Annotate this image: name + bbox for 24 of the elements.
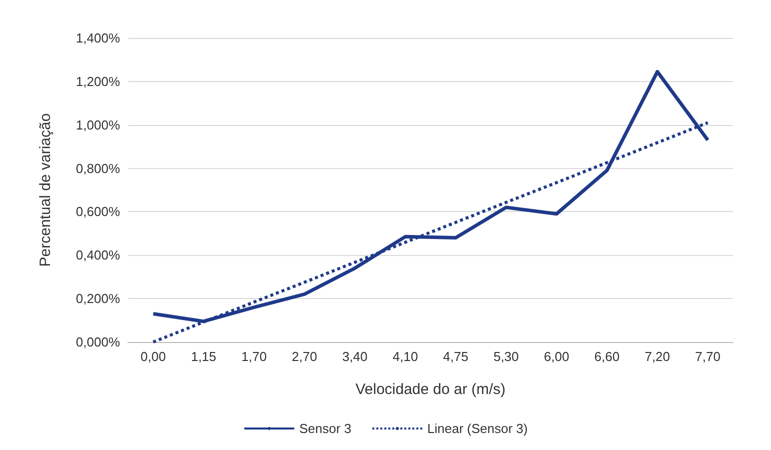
legend-label: Linear (Sensor 3) <box>427 421 528 436</box>
x-tick-label: 4,10 <box>392 349 418 364</box>
x-tick-label: 2,70 <box>292 349 318 364</box>
y-tick-label: 0,000% <box>76 334 120 350</box>
x-tick-label: 1,70 <box>241 349 267 364</box>
y-tick-label: 0,800% <box>76 160 120 176</box>
y-tick-label: 1,200% <box>76 74 120 89</box>
x-tick-label: 6,00 <box>544 349 570 364</box>
y-tick-label: 1,400% <box>76 30 120 46</box>
x-axis-title: Velocidade do ar (m/s) <box>355 381 506 398</box>
x-tick-label: 0,00 <box>140 349 166 364</box>
y-tick-label: 0,200% <box>76 291 120 306</box>
x-tick-label: 4,75 <box>443 349 468 364</box>
x-tick-label: 7,70 <box>695 349 720 364</box>
y-tick-label: 1,000% <box>76 117 120 132</box>
y-axis-title: Percentual de variação <box>37 113 54 267</box>
y-tick-label: 0,600% <box>76 204 120 220</box>
x-tick-label: 5,30 <box>493 349 519 364</box>
x-tick-label: 7,20 <box>644 349 670 364</box>
y-tick-label: 0,400% <box>76 248 120 263</box>
x-tick-label: 1,15 <box>190 349 216 364</box>
legend-label: Sensor 3 <box>299 421 352 436</box>
x-tick-label: 3,40 <box>342 349 368 364</box>
x-tick-label: 6,60 <box>594 349 620 364</box>
